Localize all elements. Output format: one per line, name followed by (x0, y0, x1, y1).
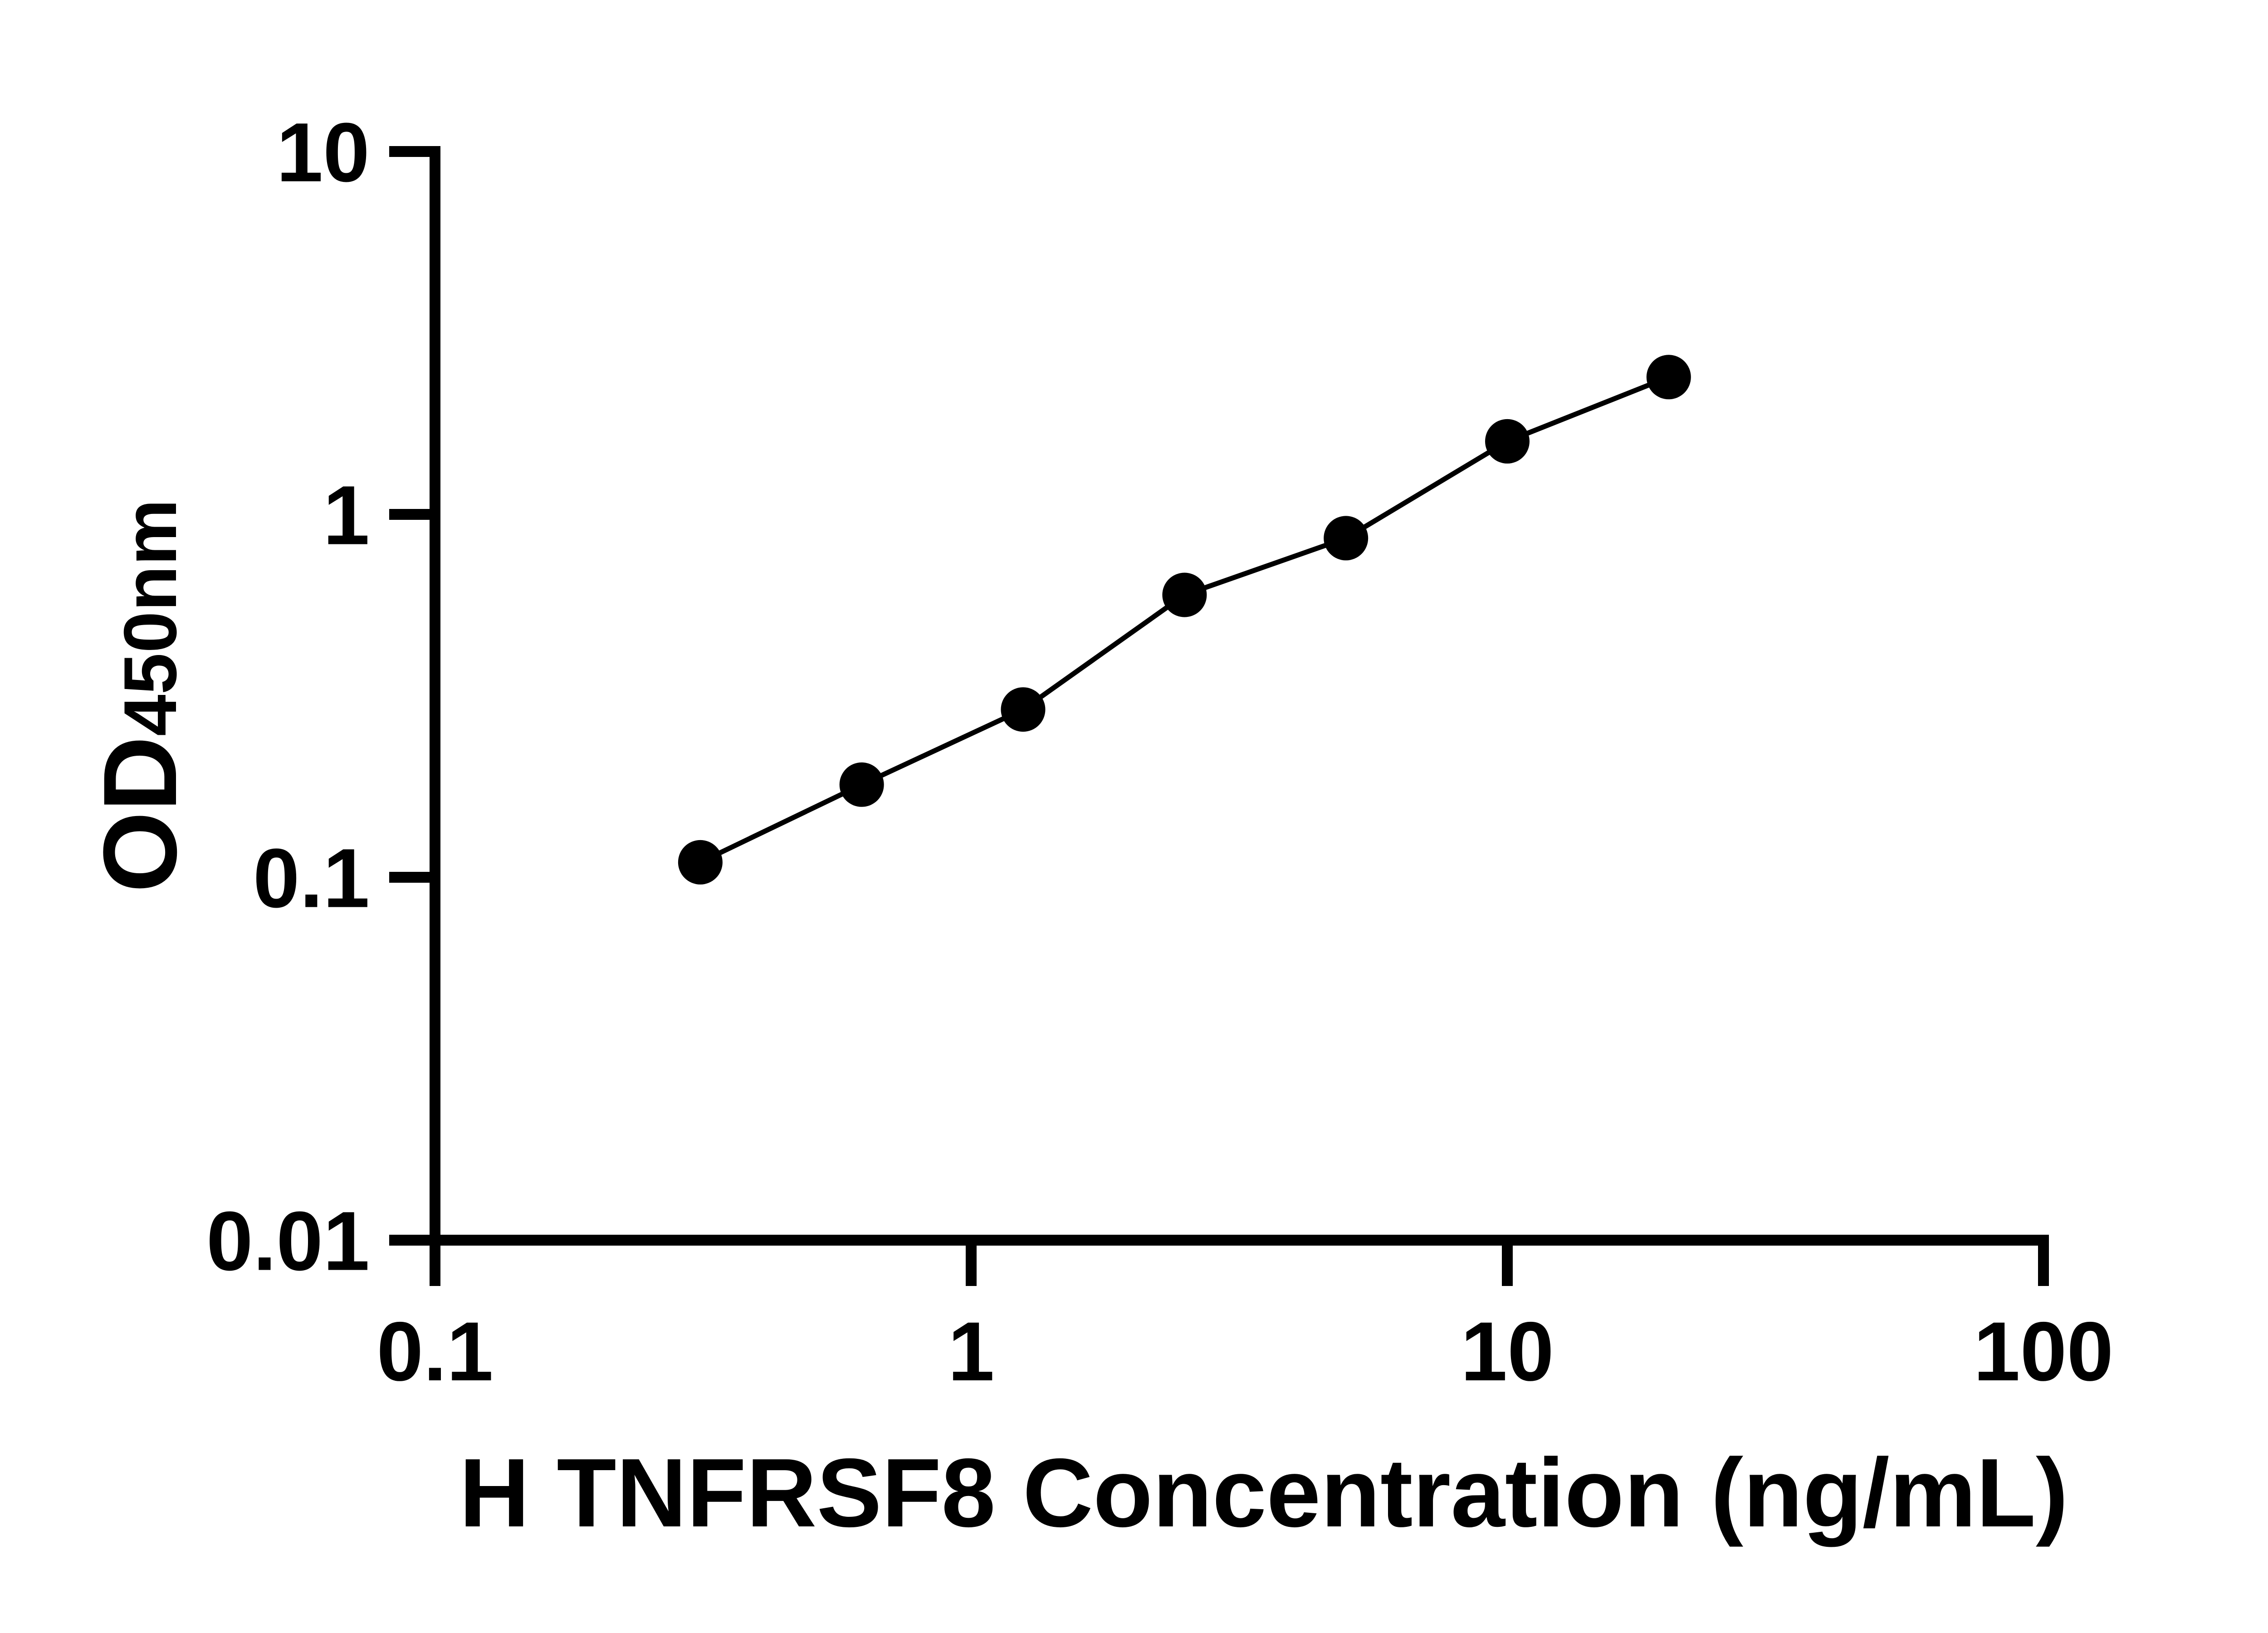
y-axis-title-subscript: 450nm (108, 499, 192, 736)
data-point (1324, 516, 1369, 561)
y-axis-title-main: OD (82, 736, 198, 893)
data-point (1485, 419, 1530, 464)
x-tick-label: 10 (1461, 1305, 1554, 1398)
data-point (839, 762, 884, 807)
data-point (678, 840, 723, 885)
y-tick-label: 0.01 (206, 1195, 370, 1288)
x-tick-label: 1 (948, 1305, 995, 1398)
data-point (1646, 355, 1691, 400)
y-axis-title: OD450nm (82, 499, 198, 893)
y-tick-label: 1 (323, 469, 370, 562)
x-tick-label: 100 (1974, 1305, 2114, 1398)
y-tick-label: 10 (276, 106, 370, 200)
data-point (1001, 687, 1046, 732)
data-point (1162, 572, 1207, 617)
x-axis-title: H TNFRSF8 Concentration (ng/mL) (459, 1438, 2068, 1547)
x-tick-label: 0.1 (376, 1305, 493, 1398)
y-tick-label: 0.1 (253, 832, 370, 925)
